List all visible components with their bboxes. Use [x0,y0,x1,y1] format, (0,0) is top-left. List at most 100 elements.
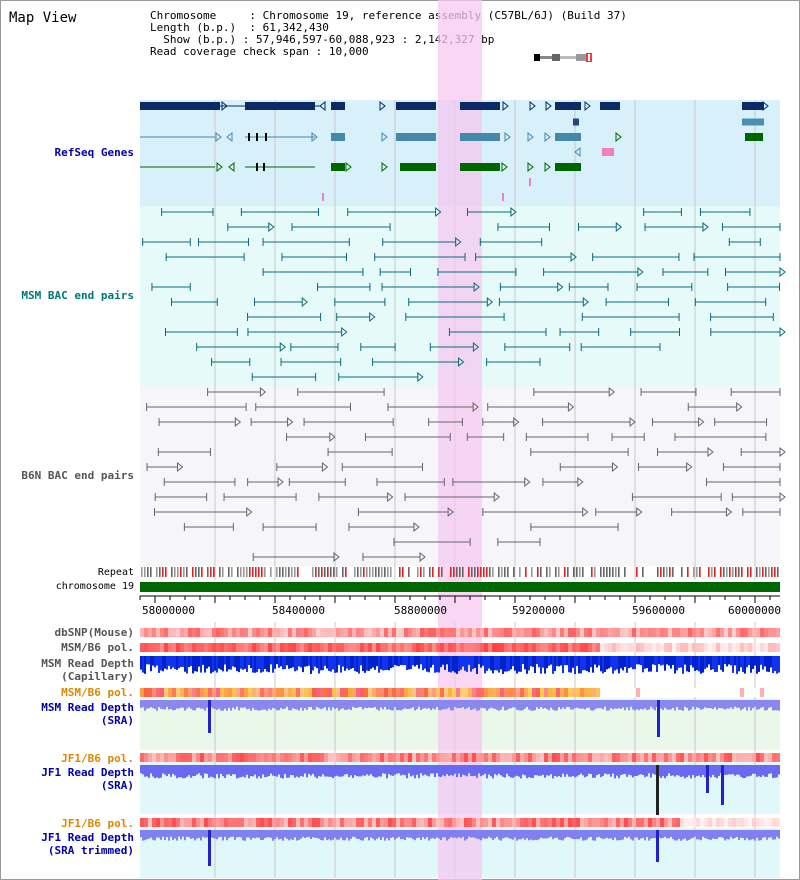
depth-bar [444,765,446,777]
repeat-mark [174,567,176,577]
heat-cell [468,643,472,652]
heat-cell [524,643,528,652]
repeat-mark [615,567,617,577]
depth-bar [660,830,662,839]
depth-spike [721,765,724,805]
depth-bar [632,765,634,778]
b6n-bac-pair-arrow [725,506,733,518]
depth-bar [240,700,242,708]
depth-bar [462,656,464,667]
b6n-bac-track[interactable] [146,386,786,563]
depth-bar [230,656,232,670]
depth-bar [266,656,268,672]
depth-bar [266,765,268,777]
repeat-mark [321,567,323,577]
heatmap-tracks[interactable] [140,628,780,827]
heat-cell [568,818,572,827]
depth-bar [220,830,222,837]
depth-bar [724,830,726,841]
depth-bar [326,656,328,669]
heat-cell [672,628,676,637]
heat-cell [332,753,336,762]
depth-bar [358,656,360,674]
repeat-track[interactable] [141,567,779,577]
heat-cell [480,818,484,827]
repeat-mark [642,567,644,577]
heat-cell [624,643,628,652]
depth-bar [568,765,570,777]
repeat-mark [201,567,203,577]
heat-cell [204,628,208,637]
heat-cell [684,753,688,762]
depth-bar [396,700,398,711]
depth-bar [556,700,558,711]
heat-cell [184,753,188,762]
heat-cell [760,643,764,652]
heat-cell [328,628,332,637]
depth-bar [274,700,276,709]
depth-bar [576,765,578,777]
depth-bar [470,656,472,672]
depth-bar [390,656,392,669]
depth-bar [216,700,218,710]
repeat-mark [531,567,533,577]
depth-bar [476,765,478,778]
depth-bar [414,765,416,779]
gene-arrow [527,131,534,143]
msm-bac-pair-arrow [458,356,465,368]
depth-bar [146,700,148,709]
depth-bar [166,700,168,707]
chromosome-bar[interactable] [140,582,780,592]
refseq-genes-track[interactable] [140,100,769,201]
depth-bar [754,765,756,774]
highlight-region[interactable] [438,0,482,880]
heat-cell [252,818,256,827]
depth-bar [250,765,252,777]
heat-cell [708,753,712,762]
heat-cell [248,818,252,827]
depth-bar [552,765,554,779]
depth-bar [452,830,454,838]
depth-bar [272,700,274,708]
depth-bar [612,700,614,710]
repeat-mark [438,567,440,577]
depth-bar [360,830,362,841]
depth-bar [228,656,230,670]
msm-bac-track[interactable] [142,206,786,383]
b6n-bac-pair-arrow [419,551,426,563]
depth-bar [630,700,632,707]
depth-bar [696,656,698,671]
heat-cell [592,818,596,827]
repeat-mark [606,567,608,577]
heat-cell [544,643,548,652]
depth-bar [348,656,350,671]
depth-bar [292,830,294,840]
heat-cell [456,643,460,652]
depth-bar [422,765,424,776]
depth-bar [650,656,652,672]
depth-bar [636,700,638,710]
depth-bar [310,656,312,674]
depth-bar [330,765,332,777]
depth-bar [384,656,386,671]
gene-arrow [545,100,552,112]
depth-bar [252,656,254,673]
depth-bar [286,700,288,707]
heat-cell [208,688,212,697]
heat-cell [508,818,512,827]
depth-bar [328,830,330,840]
heat-cell [468,818,472,827]
depth-bar [498,656,500,673]
heat-cell [540,643,544,652]
heat-cell [776,643,780,652]
depth-bar [176,700,178,709]
depth-tracks[interactable] [140,656,780,866]
repeat-mark [177,567,179,577]
heat-cell [448,688,452,697]
chromosome-ideogram[interactable] [530,53,592,62]
heat-cell [276,753,280,762]
heat-cell [164,688,168,697]
repeat-mark [567,567,569,577]
depth-bar [212,656,214,673]
